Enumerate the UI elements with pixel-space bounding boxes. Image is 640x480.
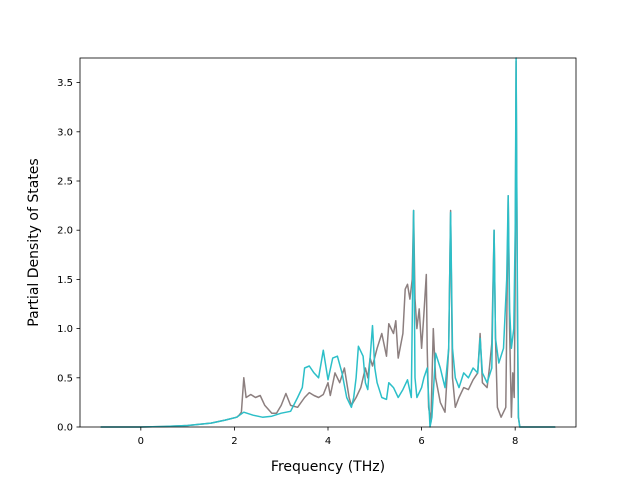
x-tick-label: 6	[418, 436, 424, 447]
y-tick-label: 2.5	[57, 177, 73, 188]
plot-background	[80, 58, 576, 427]
y-axis-label: Partial Density of States	[26, 158, 42, 326]
x-tick-label: 0	[138, 436, 144, 447]
y-axis-ticks: 0.0 0.5 1.0 1.5 2.0 2.5 3.0 3.5	[57, 78, 80, 434]
x-tick-label: 2	[231, 436, 237, 447]
y-tick-label: 3.0	[57, 127, 73, 138]
y-tick-label: 0.0	[57, 423, 73, 434]
y-tick-label: 1.5	[57, 275, 73, 286]
y-tick-label: 0.5	[57, 373, 73, 384]
x-axis-ticks: 0 2 4 6 8	[138, 427, 518, 447]
series-layer	[100, 57, 556, 428]
y-tick-label: 2.0	[57, 226, 73, 237]
x-tick-label: 4	[325, 436, 331, 447]
x-axis-label: Frequency (THz)	[271, 459, 385, 475]
y-tick-label: 3.5	[57, 78, 73, 89]
y-tick-label: 1.0	[57, 324, 73, 335]
x-tick-label: 8	[512, 436, 518, 447]
series-line-2	[100, 57, 556, 428]
